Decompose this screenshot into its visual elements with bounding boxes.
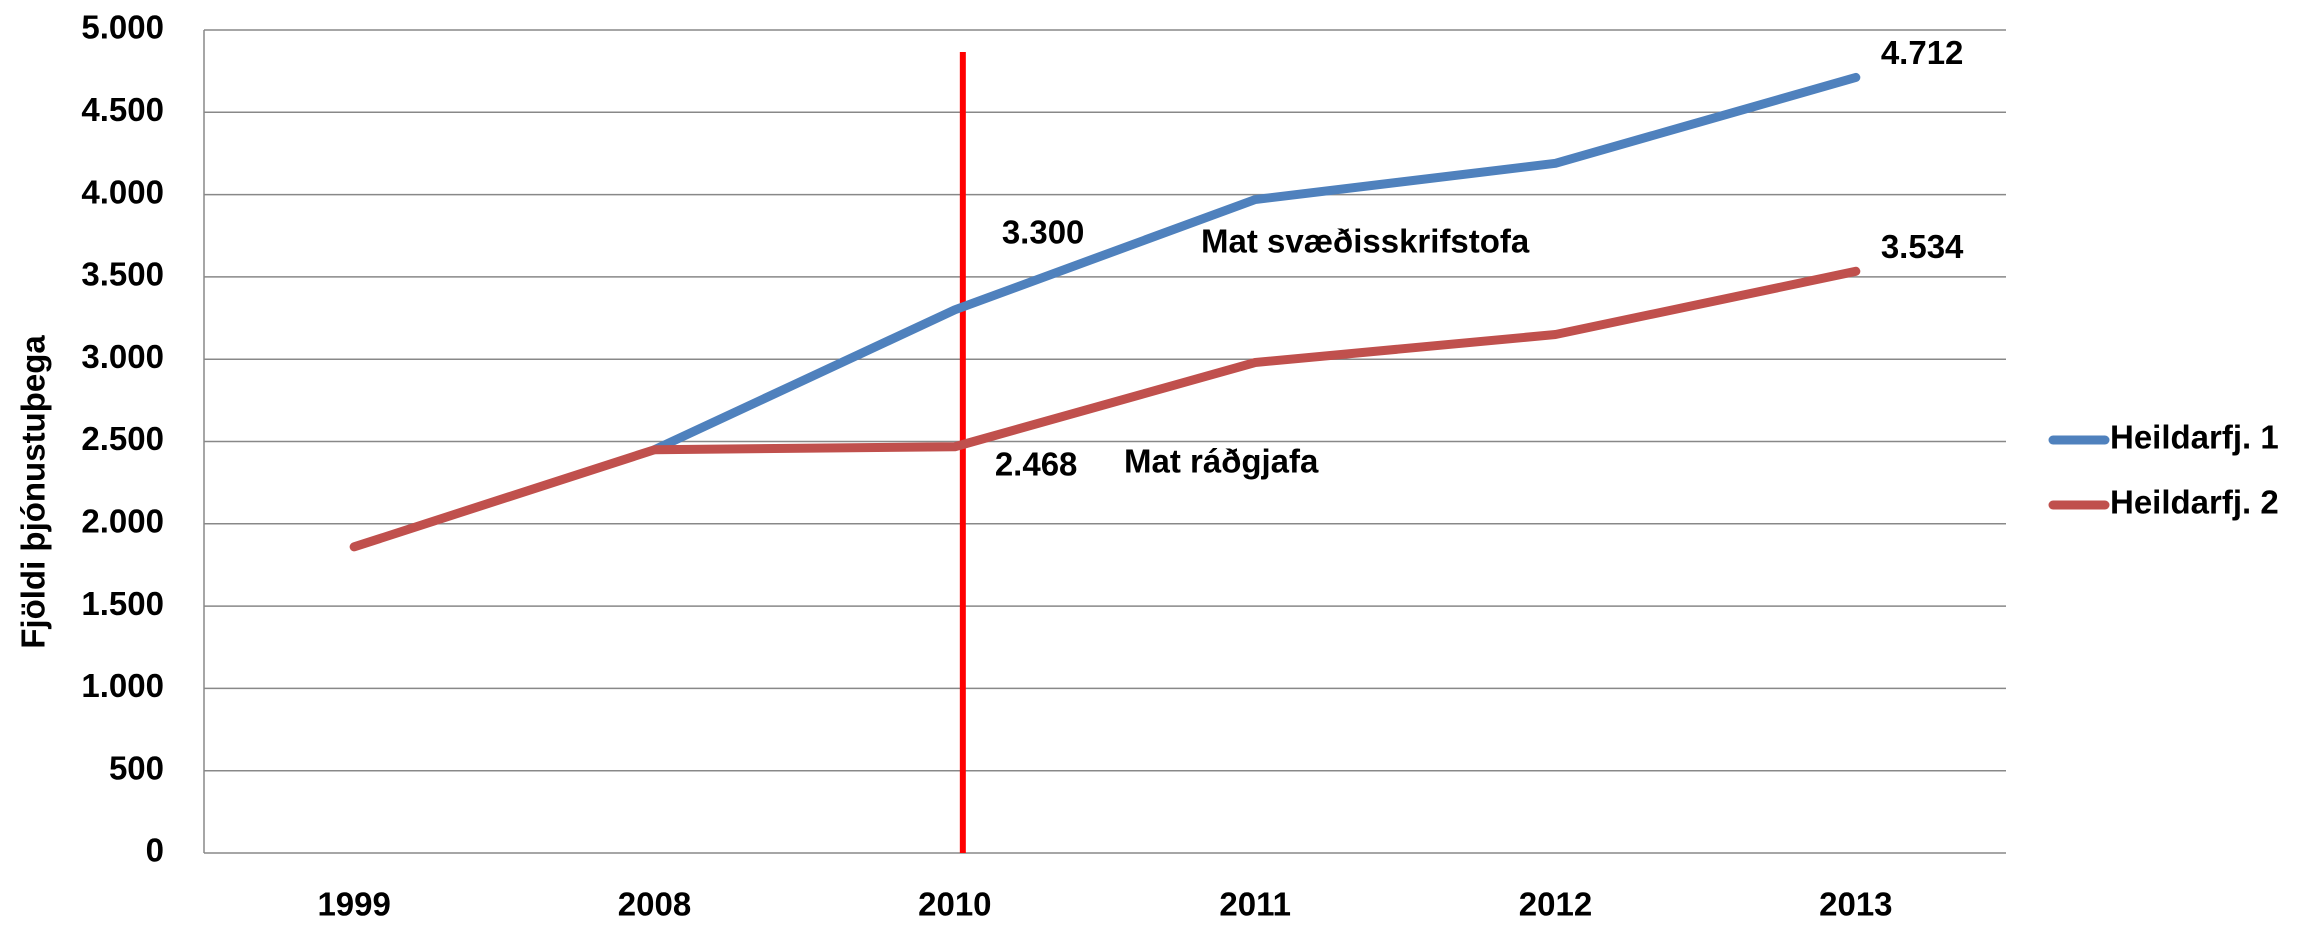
y-tick-label: 2.000: [81, 503, 164, 540]
y-tick-label: 4.500: [81, 91, 164, 128]
x-tick-label: 2011: [1219, 886, 1291, 923]
series-line: [650, 72, 1861, 455]
y-tick-label: 0: [146, 832, 164, 869]
y-tick-label: 3.500: [81, 256, 164, 293]
data-label: 2.468: [995, 445, 1078, 482]
series-line: [349, 266, 1861, 552]
data-label: 4.712: [1881, 34, 1964, 71]
x-tick-label: 2013: [1819, 886, 1892, 923]
annotation: Mat ráðgjafa: [1124, 443, 1319, 480]
x-tick-label: 2008: [618, 886, 691, 923]
y-axis-label: Fjöldi þjónustuþega: [15, 335, 52, 649]
data-label: 3.300: [1002, 214, 1085, 251]
y-tick-label: 3.000: [81, 338, 164, 375]
y-tick-label: 4.000: [81, 173, 164, 210]
legend-label: Heildarfj. 2: [2110, 484, 2279, 521]
x-tick-label: 2012: [1519, 886, 1592, 923]
y-tick-label: 2.500: [81, 420, 164, 457]
annotation: Mat svæðisskrifstofa: [1201, 223, 1530, 260]
x-tick-label: 2010: [918, 886, 991, 923]
x-tick-label: 1999: [317, 886, 390, 923]
y-tick-label: 1.500: [81, 585, 164, 622]
y-tick-label: 5.000: [81, 9, 164, 46]
y-tick-label: 1.000: [81, 667, 164, 704]
y-tick-label: 500: [109, 749, 164, 786]
data-label: 3.534: [1881, 228, 1964, 265]
legend-label: Heildarfj. 1: [2110, 419, 2279, 456]
